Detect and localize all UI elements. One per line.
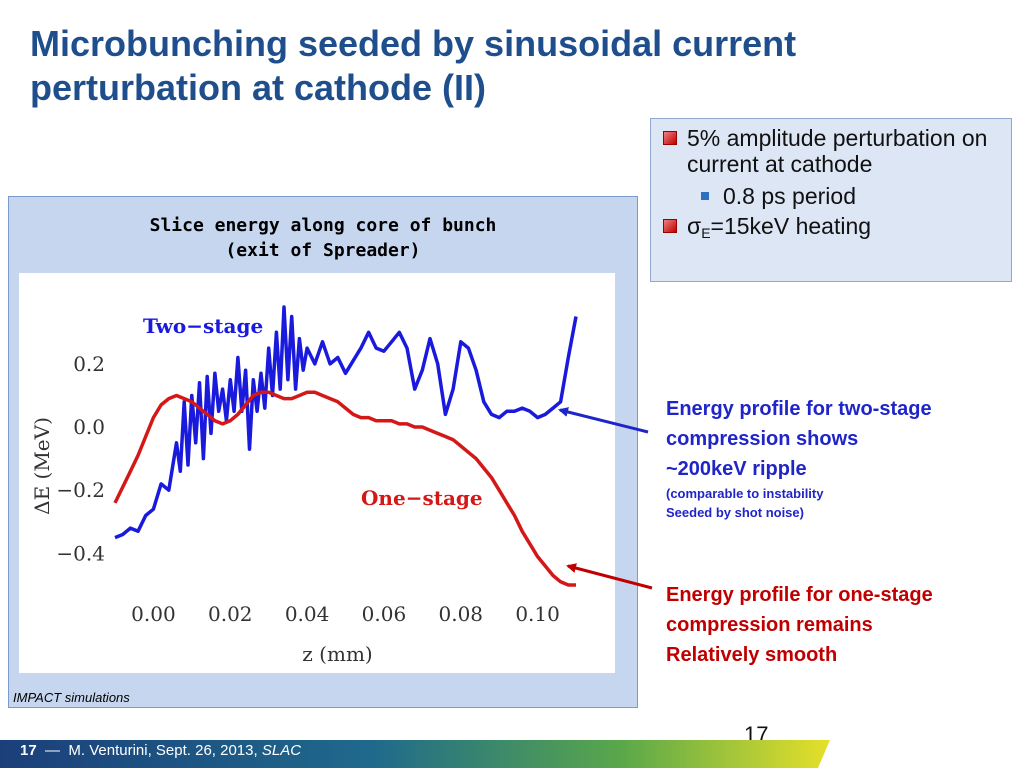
slide-title-line2: perturbation at cathode (II) xyxy=(30,67,487,108)
annotation-one-stage-line2: compression remains xyxy=(666,614,873,636)
series-line-0 xyxy=(114,305,578,540)
annotation-one-stage-line1: Energy profile for one-stage xyxy=(666,584,933,606)
arrow-blue-icon xyxy=(558,407,649,434)
y-tick-label: −0.4 xyxy=(56,541,105,565)
chart-title-line2: (exit of Spreader) xyxy=(225,240,421,261)
annotation-two-stage-line2: compression shows xyxy=(666,428,859,450)
annotation-two-stage-line5: Seeded by shot noise) xyxy=(666,505,804,520)
sigma-subscript: E xyxy=(701,225,711,241)
bullet-heating-text: σE=15keV heating xyxy=(687,213,871,246)
x-tick-label: 0.10 xyxy=(515,602,560,626)
x-tick-label: 0.04 xyxy=(285,602,330,626)
bullet-amplitude-text: 5% amplitude perturbation on current at … xyxy=(687,125,988,177)
x-axis-label: z (mm) xyxy=(302,642,372,666)
sigma-symbol: σ xyxy=(687,213,702,239)
x-tick-label: 0.00 xyxy=(131,602,176,626)
square-bullet-icon xyxy=(663,219,677,233)
annotation-one-stage-line3: Relatively smooth xyxy=(666,644,838,666)
footer-dash: — xyxy=(45,742,61,759)
bullet-period: 0.8 ps period xyxy=(701,183,1003,209)
x-tick-label: 0.02 xyxy=(208,602,253,626)
y-tick-label: −0.2 xyxy=(56,478,105,502)
bullet-period-text: 0.8 ps period xyxy=(723,183,856,209)
footer-text: 17 — M. Venturini, Sept. 26, 2013, SLAC xyxy=(20,739,301,763)
series-label-two-stage: Two−stage xyxy=(143,314,263,338)
small-square-bullet-icon xyxy=(701,192,709,200)
square-bullet-icon xyxy=(663,131,677,145)
series-label-one-stage: One−stage xyxy=(361,486,483,510)
footer-author: M. Venturini, Sept. 26, 2013, xyxy=(68,742,258,759)
chart-panel: Slice energy along core of bunch (exit o… xyxy=(8,196,638,708)
chart-title: Slice energy along core of bunch (exit o… xyxy=(9,213,637,263)
series-line-1 xyxy=(113,390,576,587)
impact-note: IMPACT simulations xyxy=(13,690,130,705)
bullet-amplitude: 5% amplitude perturbation on current at … xyxy=(663,125,1003,177)
energy-chart: 0.00 0.02 0.04 0.06 0.08 0.10 −0.4 −0.2 0.0 0.2 z … xyxy=(30,305,578,666)
annotation-two-stage: Energy profile for two-stage compression… xyxy=(666,394,932,522)
slide-title-line1: Microbunching seeded by sinusoidal curre… xyxy=(30,23,797,64)
bullet-heating: σE=15keV heating xyxy=(663,213,1003,246)
annotation-one-stage: Energy profile for one-stage compression… xyxy=(666,580,933,670)
footer-org: SLAC xyxy=(261,742,302,759)
y-tick-label: 0.0 xyxy=(73,415,105,439)
annotation-two-stage-line1: Energy profile for two-stage xyxy=(666,398,932,420)
footer-slide-number: 17 xyxy=(20,742,37,759)
plot-area: 0.00 0.02 0.04 0.06 0.08 0.10 −0.4 −0.2 0.0 0.2 z … xyxy=(19,273,615,673)
footer-bar: 17 — M. Venturini, Sept. 26, 2013, SLAC xyxy=(0,736,1024,768)
heating-value: =15keV heating xyxy=(710,213,872,239)
annotation-two-stage-line3: ~200keV ripple xyxy=(666,458,807,480)
bullet-box: 5% amplitude perturbation on current at … xyxy=(650,118,1012,282)
y-axis-label: ΔE (MeV) xyxy=(30,417,54,515)
annotation-two-stage-line4: (comparable to instability xyxy=(666,486,824,501)
x-tick-label: 0.06 xyxy=(362,602,407,626)
arrow-red-icon xyxy=(566,563,653,590)
slide-title: Microbunching seeded by sinusoidal curre… xyxy=(30,22,930,110)
y-tick-label: 0.2 xyxy=(73,352,105,376)
x-tick-label: 0.08 xyxy=(438,602,483,626)
footer-background xyxy=(0,740,830,768)
chart-title-line1: Slice energy along core of bunch xyxy=(149,215,497,236)
